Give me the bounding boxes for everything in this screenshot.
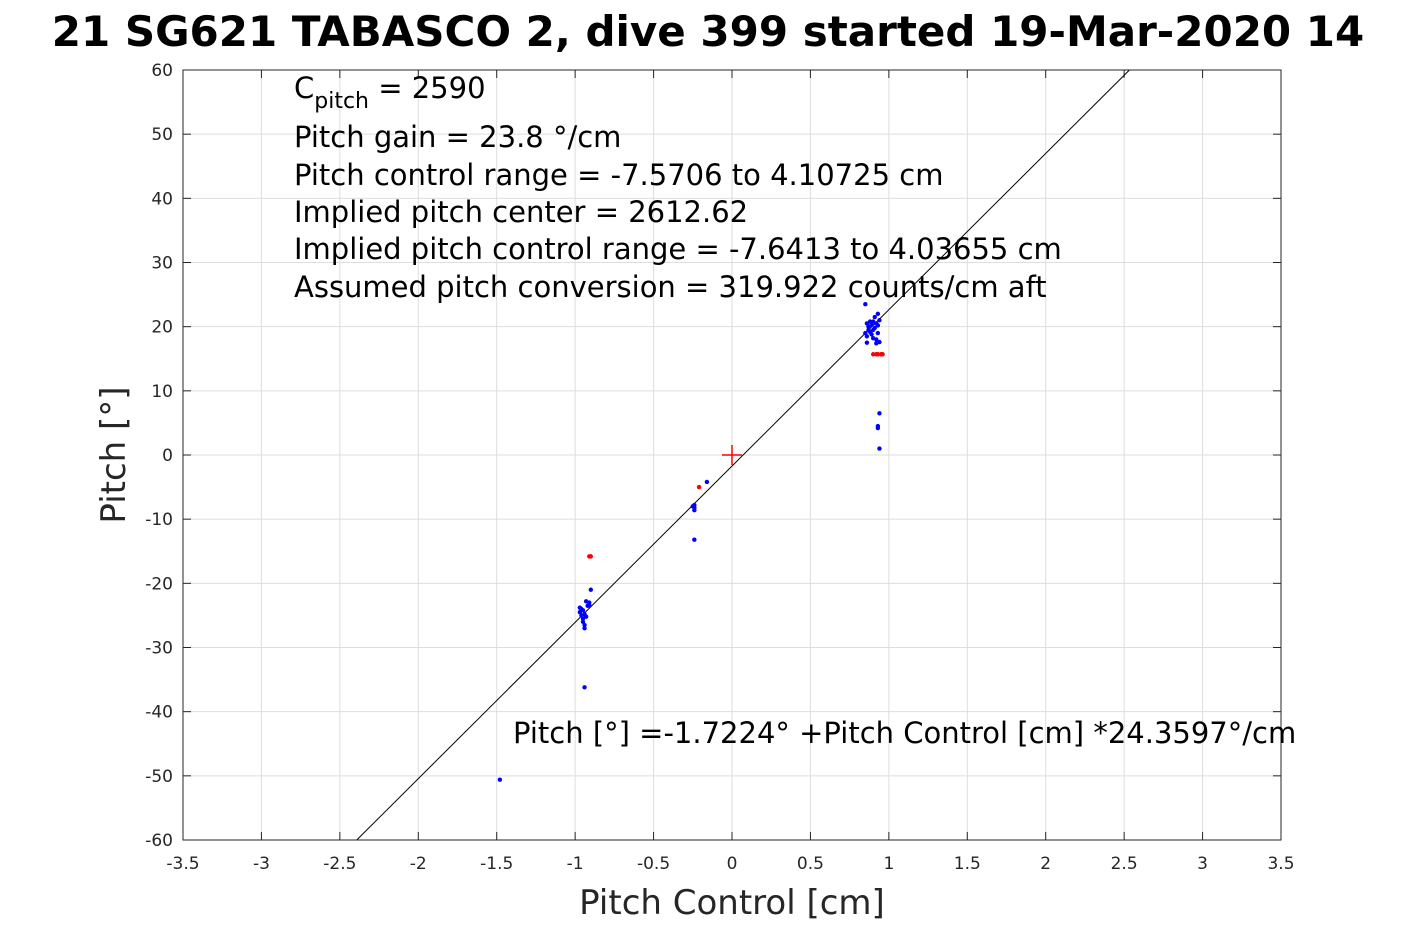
data-point bbox=[582, 626, 587, 631]
x-tick-label: -3.5 bbox=[166, 854, 199, 874]
data-point bbox=[877, 446, 882, 451]
x-tick-label: -2.5 bbox=[323, 854, 356, 874]
data-point bbox=[864, 334, 870, 339]
y-tick-label: -20 bbox=[145, 574, 173, 594]
fit-line-group bbox=[356, 69, 1130, 841]
data-point bbox=[874, 337, 879, 342]
data-point bbox=[869, 332, 874, 337]
x-tick-label: 2.5 bbox=[1111, 854, 1138, 874]
fit-equation-annotation: Pitch [°] =-1.7224° +Pitch Control [cm] … bbox=[513, 716, 1296, 750]
data-point bbox=[582, 622, 587, 628]
fit-line bbox=[356, 69, 1130, 841]
scatter-points bbox=[497, 302, 885, 782]
y-tick-label: 40 bbox=[151, 189, 173, 209]
y-tick-label: -40 bbox=[145, 703, 173, 723]
x-tick-label: 3 bbox=[1197, 854, 1208, 874]
chart-title: 21 SG621 TABASCO 2, dive 399 started 19-… bbox=[52, 7, 1364, 56]
x-tick-label: -1 bbox=[567, 854, 584, 874]
c-pitch-prefix: C bbox=[294, 71, 314, 105]
data-point bbox=[875, 323, 881, 328]
x-tick-label: -1.5 bbox=[480, 854, 513, 874]
data-point bbox=[872, 325, 877, 331]
data-point bbox=[877, 339, 882, 345]
y-tick-label: 0 bbox=[162, 446, 173, 466]
y-tick-label: 20 bbox=[151, 318, 173, 338]
x-tick-label: -0.5 bbox=[637, 854, 670, 874]
x-tick-label: 0.5 bbox=[797, 854, 824, 874]
y-tick-label: 10 bbox=[151, 382, 173, 402]
x-tick-label: 1 bbox=[883, 854, 894, 874]
flagged-data-point bbox=[870, 352, 876, 357]
pitch-gain-annotation: Pitch gain = 23.8 °/cm bbox=[294, 120, 621, 154]
data-point bbox=[875, 330, 881, 336]
c-pitch-subscript: pitch bbox=[314, 89, 369, 114]
pitch-control-range-annotation: Pitch control range = -7.5706 to 4.10725… bbox=[294, 158, 943, 192]
data-point bbox=[864, 340, 870, 345]
y-tick-label: 30 bbox=[151, 254, 173, 274]
data-point bbox=[877, 411, 882, 416]
implied-pitch-center-annotation: Implied pitch center = 2612.62 bbox=[294, 195, 748, 229]
x-tick-label: 0 bbox=[727, 854, 738, 874]
x-tick-label: -3 bbox=[253, 854, 270, 874]
data-point bbox=[583, 614, 589, 619]
y-tick-label: -30 bbox=[145, 639, 173, 659]
flagged-data-point bbox=[588, 554, 594, 559]
data-point bbox=[587, 602, 592, 608]
data-point bbox=[872, 314, 877, 320]
x-axis-label: Pitch Control [cm] bbox=[579, 883, 885, 923]
flagged-data-point bbox=[880, 352, 885, 357]
data-point bbox=[588, 587, 594, 592]
y-tick-label: 50 bbox=[151, 125, 173, 145]
center-marker bbox=[722, 445, 742, 465]
x-tick-label: -2 bbox=[410, 854, 427, 874]
y-tick-label: -60 bbox=[145, 831, 173, 851]
data-point bbox=[692, 507, 697, 513]
flagged-data-point bbox=[875, 352, 881, 357]
y-tick-labels: 60 50 40 30 20 10 0 -10 -20 -30 -40 -50 -60 bbox=[145, 61, 173, 851]
data-point bbox=[582, 685, 587, 690]
x-tick-labels: -3.5 -3 -2.5 -2 -1.5 -1 -0.5 0 0.5 1 1.5 2 2.5 3 3.5 bbox=[166, 854, 1294, 874]
c-pitch-annotation: Cpitch = 2590 bbox=[294, 71, 486, 114]
data-point bbox=[580, 608, 586, 613]
x-tick-label: 2 bbox=[1040, 854, 1051, 874]
y-axis-label: Pitch [°] bbox=[94, 386, 134, 523]
data-point bbox=[863, 302, 868, 307]
data-point bbox=[875, 425, 881, 431]
annotation-block: Cpitch = 2590 Pitch gain = 23.8 °/cm Pit… bbox=[294, 71, 1296, 750]
plot-frame bbox=[182, 69, 1282, 841]
pitch-conversion-annotation: Assumed pitch conversion = 319.922 count… bbox=[294, 270, 1047, 304]
data-point bbox=[497, 777, 503, 782]
data-point bbox=[875, 311, 881, 317]
flagged-data-point bbox=[696, 484, 702, 490]
data-point bbox=[690, 504, 695, 509]
x-tick-label: 1.5 bbox=[954, 854, 981, 874]
x-tick-label: 3.5 bbox=[1267, 854, 1294, 874]
c-pitch-value: = 2590 bbox=[369, 71, 486, 105]
y-tick-label: -10 bbox=[145, 510, 173, 530]
implied-pitch-range-annotation: Implied pitch control range = -7.6413 to… bbox=[294, 232, 1062, 266]
data-point bbox=[692, 537, 697, 542]
y-tick-label: 60 bbox=[151, 61, 173, 81]
y-tick-label: -50 bbox=[145, 767, 173, 787]
data-point bbox=[704, 479, 710, 485]
data-point bbox=[877, 318, 882, 323]
